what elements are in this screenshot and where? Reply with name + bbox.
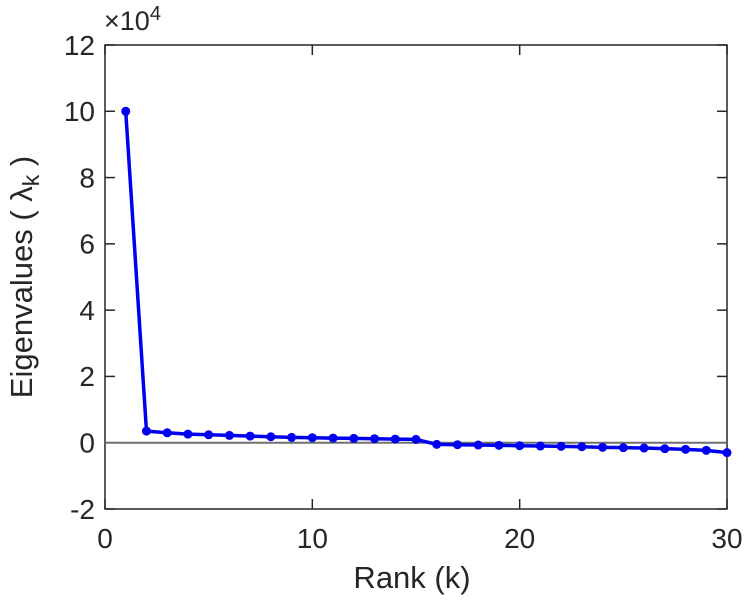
data-point <box>577 442 587 452</box>
x-axis-label: Rank (k) <box>353 560 471 595</box>
y-axis-exponent: ×104 <box>104 3 161 37</box>
y-tick-label: 12 <box>64 30 95 61</box>
data-point <box>556 441 566 451</box>
x-tick-label: 20 <box>504 523 535 554</box>
data-point <box>701 445 711 455</box>
x-tick-label: 10 <box>297 523 328 554</box>
data-point <box>224 430 234 440</box>
data-point <box>162 428 172 438</box>
y-tick-label: -2 <box>70 494 95 525</box>
y-axis-label-end: ) <box>4 155 39 175</box>
x-tick-label: 30 <box>711 523 742 554</box>
data-point <box>245 431 255 441</box>
data-point <box>266 432 276 442</box>
data-point <box>722 448 732 458</box>
y-tick-label: 4 <box>79 295 95 326</box>
data-point <box>432 439 442 449</box>
y-axis-label-subscript: k <box>18 174 45 187</box>
eigenvalue-series-line <box>123 109 729 455</box>
y-axis-exponent-base: ×10 <box>104 6 150 36</box>
y-tick-label: 0 <box>79 428 95 459</box>
data-point <box>390 434 400 444</box>
y-tick-label: 8 <box>79 162 95 193</box>
data-point <box>639 443 649 453</box>
data-point <box>411 434 421 444</box>
data-point <box>287 432 297 442</box>
data-point <box>349 433 359 443</box>
data-point <box>515 441 525 451</box>
y-axis-label-text: Eigenvalues ( λ <box>4 186 39 399</box>
data-point <box>494 440 504 450</box>
data-point <box>618 443 628 453</box>
data-point <box>328 433 338 443</box>
data-point <box>204 430 214 440</box>
y-tick-label: 2 <box>79 361 95 392</box>
data-point <box>681 444 691 454</box>
data-point <box>121 106 131 116</box>
data-point <box>598 442 608 452</box>
data-point <box>473 440 483 450</box>
data-point <box>307 433 317 443</box>
y-axis-exponent-power: 4 <box>149 3 161 25</box>
y-tick-label: 10 <box>64 96 95 127</box>
data-point <box>370 434 380 444</box>
plot-box <box>104 44 728 510</box>
data-point <box>452 440 462 450</box>
y-axis-label: Eigenvalues ( λk ) <box>4 155 44 399</box>
data-point <box>660 444 670 454</box>
y-tick-label: 6 <box>79 229 95 260</box>
x-tick-label: 0 <box>97 523 113 554</box>
data-point <box>183 429 193 439</box>
data-point <box>141 426 151 436</box>
data-point <box>535 441 545 451</box>
